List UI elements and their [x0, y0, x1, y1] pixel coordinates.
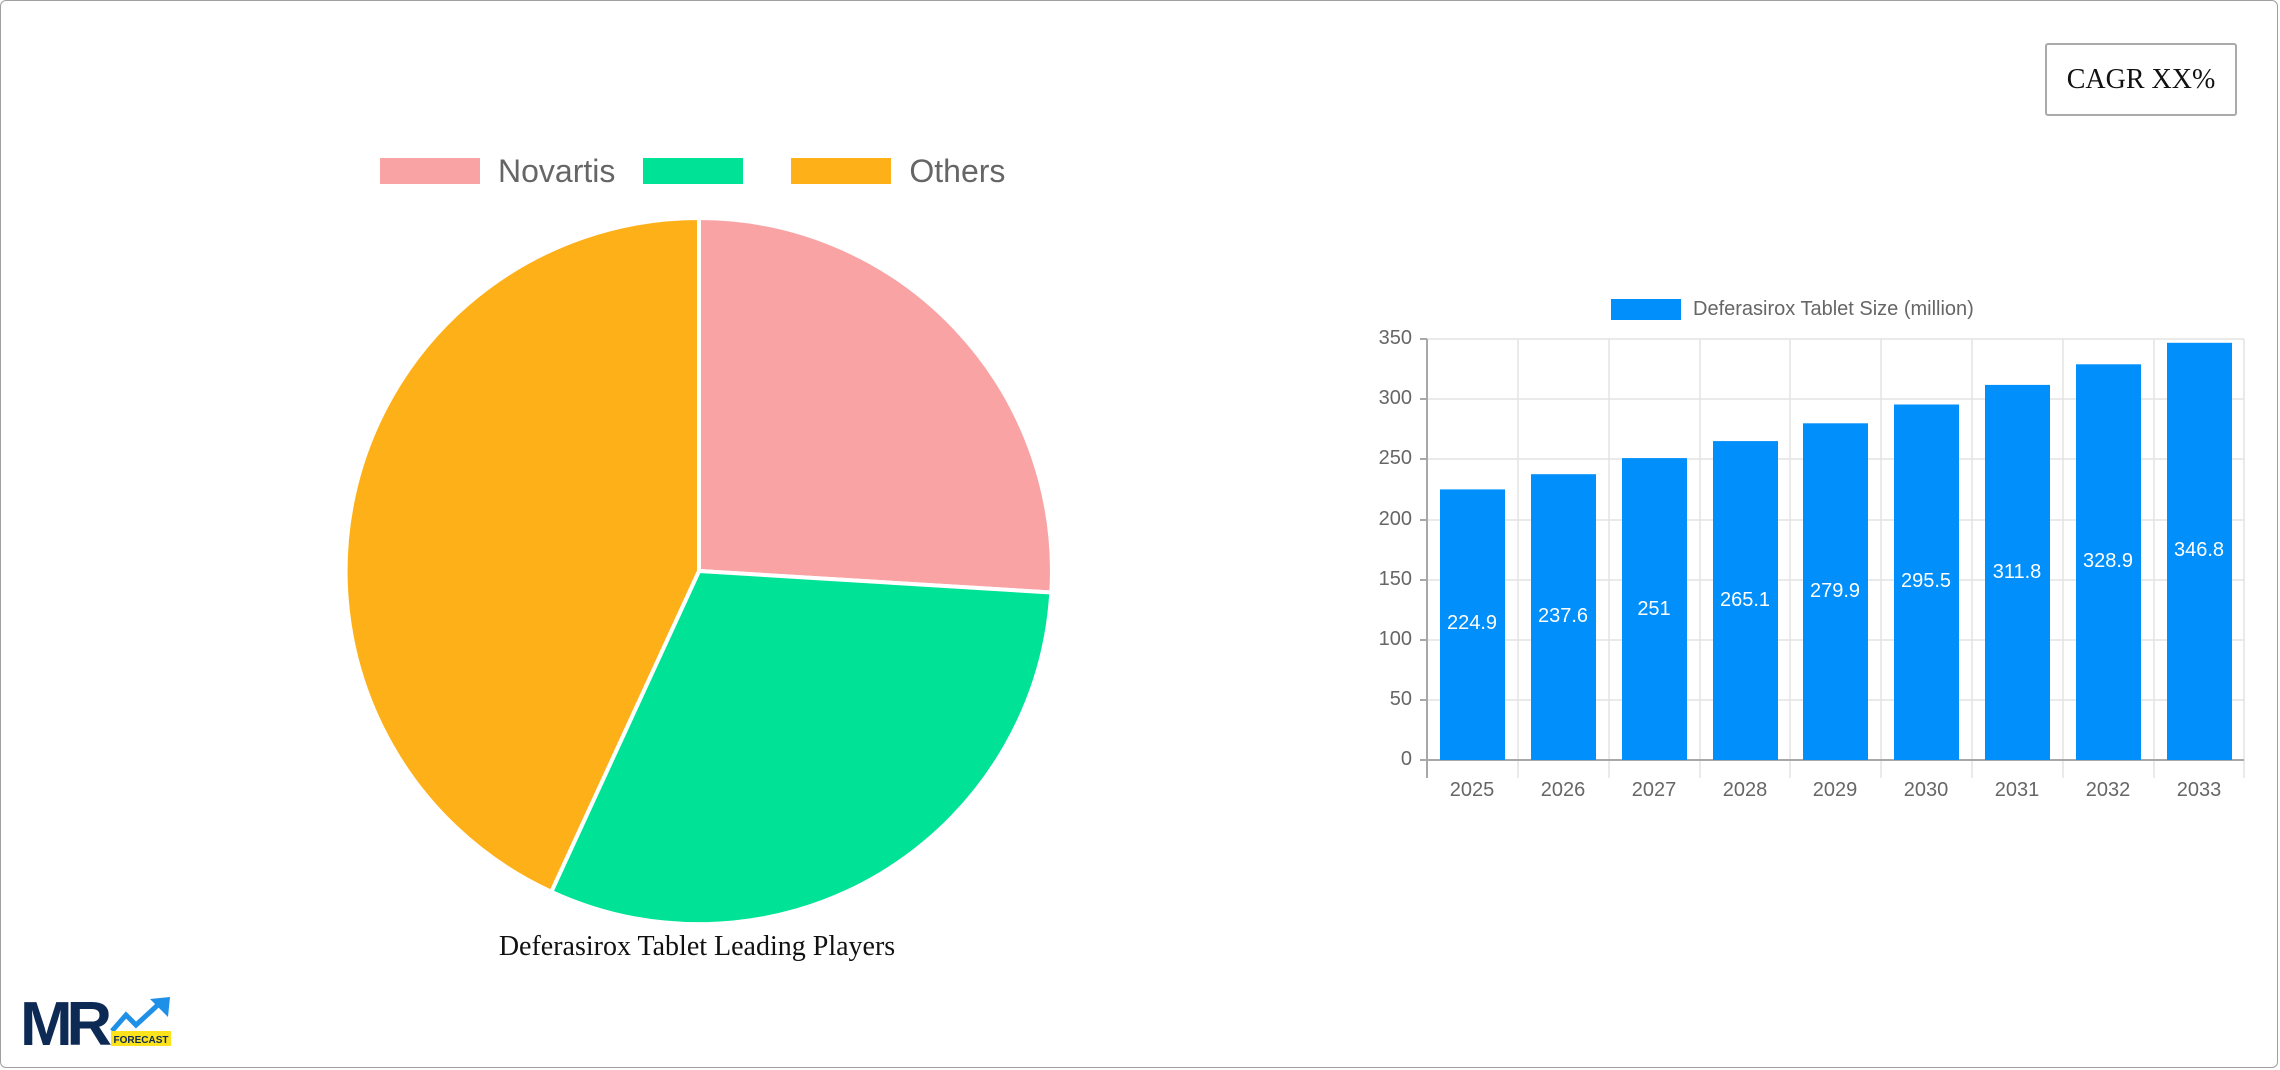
bar-2027[interactable] — [1622, 458, 1687, 760]
pie-slice-others[interactable] — [343, 216, 701, 894]
cagr-label: CAGR XX% — [2066, 63, 2216, 95]
pie-legend: Novartis Others — [380, 150, 1033, 192]
x-tick: 2026 — [1540, 779, 1586, 801]
svg-text:MR: MR — [22, 993, 111, 1047]
bar-legend-label[interactable]: Deferasirox Tablet Size (million) — [1693, 298, 1974, 320]
y-tick: 0 — [1400, 748, 1412, 770]
x-tick: 2028 — [1722, 779, 1768, 801]
y-tick: 350 — [1378, 327, 1412, 349]
bar-2031[interactable] — [1985, 384, 2050, 760]
legend-label-others[interactable]: Others — [909, 152, 1006, 189]
pie-caption: Deferasirox Tablet Leading Players — [498, 931, 896, 962]
bar-2025[interactable] — [1440, 489, 1505, 760]
x-tick: 2029 — [1812, 779, 1858, 801]
bar-2026[interactable] — [1531, 474, 1596, 760]
y-tick: 50 — [1389, 688, 1412, 710]
bar-2030[interactable] — [1894, 404, 1959, 761]
pie-chart — [343, 216, 1054, 927]
bar-value-label: 237.6 — [1537, 605, 1589, 627]
x-tick: 2033 — [2176, 779, 2222, 801]
bar-2029[interactable] — [1803, 423, 1868, 760]
bar-value-label: 295.5 — [1900, 570, 1952, 592]
x-tick: 2025 — [1449, 779, 1495, 801]
bar-2033[interactable] — [2167, 342, 2232, 760]
logo-mark-icon: MR FORECAST — [22, 993, 171, 1047]
pie-slice-novartis[interactable] — [697, 216, 1054, 595]
bar-series — [1440, 342, 2232, 761]
legend-swatch-others[interactable] — [791, 158, 892, 184]
bar-value-label: 346.8 — [2173, 539, 2225, 561]
bar-2028[interactable] — [1713, 441, 1778, 760]
y-tick: 250 — [1378, 447, 1412, 469]
legend-label-novartis[interactable]: Novartis — [498, 152, 616, 189]
pie-slice-player-2[interactable] — [549, 569, 1054, 927]
x-tick: 2032 — [2085, 779, 2131, 801]
x-tick: 2030 — [1903, 779, 1949, 801]
y-tick: 300 — [1378, 387, 1412, 409]
bar-value-label: 251 — [1637, 598, 1671, 620]
y-tick: 200 — [1378, 508, 1412, 530]
bar-value-label: 224.9 — [1446, 612, 1498, 634]
bar-value-label: 328.9 — [2082, 550, 2134, 572]
bar-value-label: 279.9 — [1809, 580, 1861, 602]
legend-swatch-novartis[interactable] — [380, 158, 480, 184]
x-tick: 2027 — [1631, 779, 1677, 801]
bar-legend-swatch[interactable] — [1611, 299, 1681, 320]
y-tick: 100 — [1378, 628, 1412, 650]
svg-text:FORECAST: FORECAST — [114, 1035, 169, 1046]
bar-value-label: 265.1 — [1719, 589, 1771, 611]
cagr-badge: CAGR XX% — [2045, 43, 2237, 116]
mr-forecast-logo: MR FORECAST — [22, 993, 174, 1047]
bar-legend: Deferasirox Tablet Size (million) — [1611, 298, 1974, 321]
bar-2032[interactable] — [2076, 364, 2141, 760]
y-tick: 150 — [1378, 568, 1412, 590]
bar-value-label: 311.8 — [1992, 561, 2042, 583]
legend-swatch-player-2[interactable] — [643, 158, 744, 184]
x-tick: 2031 — [1994, 779, 2040, 801]
